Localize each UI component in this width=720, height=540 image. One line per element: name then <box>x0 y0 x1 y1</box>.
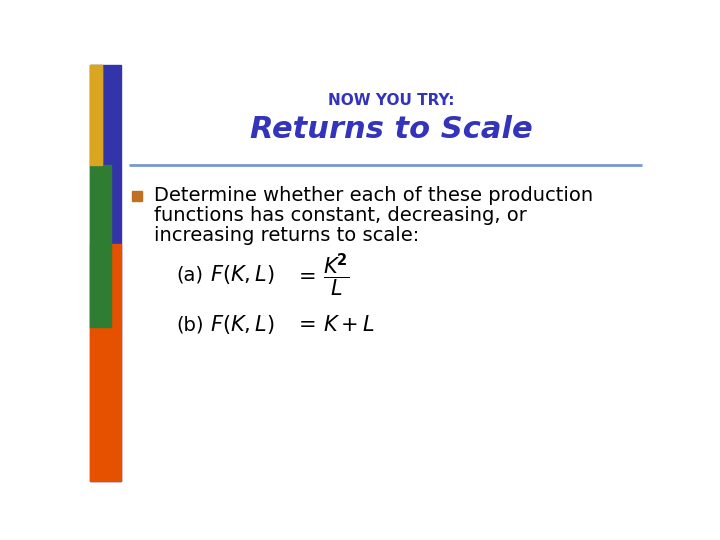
Text: Returns to Scale: Returns to Scale <box>250 114 533 144</box>
Text: increasing returns to scale:: increasing returns to scale: <box>154 226 420 245</box>
Bar <box>90 165 111 327</box>
Bar <box>90 244 121 481</box>
Text: Determine whether each of these production: Determine whether each of these producti… <box>154 186 593 205</box>
Text: (b): (b) <box>176 315 204 334</box>
Bar <box>132 191 142 201</box>
Text: $\mathbf{\mathit{F(K,L)}}$: $\mathbf{\mathit{F(K,L)}}$ <box>210 264 274 286</box>
Text: $=\,\mathbf{\mathit{K+L}}$: $=\,\mathbf{\mathit{K+L}}$ <box>294 315 374 335</box>
Text: $\mathbf{\mathit{F(K,L)}}$: $\mathbf{\mathit{F(K,L)}}$ <box>210 313 274 336</box>
Text: NOW YOU TRY:: NOW YOU TRY: <box>328 93 454 107</box>
Bar <box>90 65 121 481</box>
Text: functions has constant, decreasing, or: functions has constant, decreasing, or <box>154 206 527 225</box>
Text: (a): (a) <box>176 265 204 284</box>
Bar <box>90 65 102 165</box>
Bar <box>90 65 102 165</box>
Text: $=\,\dfrac{\mathbf{\mathit{K}}^{\mathbf{2}}}{\mathbf{\mathit{L}}}$: $=\,\dfrac{\mathbf{\mathit{K}}^{\mathbf{… <box>294 251 349 299</box>
